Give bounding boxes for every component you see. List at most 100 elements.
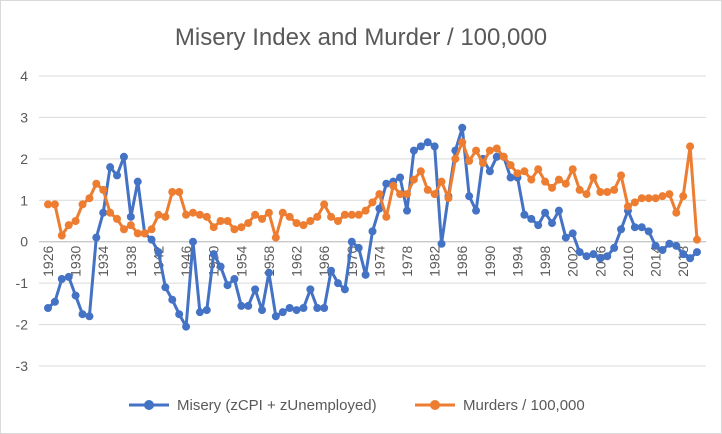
- series-2-point: [188, 208, 197, 217]
- legend-swatch-marker: [144, 400, 154, 410]
- y-tick-label: 4: [20, 68, 28, 84]
- series-1-point: [610, 243, 619, 252]
- series-1-point: [299, 304, 308, 312]
- series-2-point: [672, 208, 681, 217]
- y-tick-label: 3: [20, 109, 28, 125]
- series-2-point: [354, 210, 363, 219]
- series-2-point: [161, 212, 170, 221]
- series-2-point: [375, 190, 384, 199]
- series-2-point: [679, 192, 688, 201]
- series-1-point: [568, 229, 577, 238]
- series-1-point: [506, 173, 515, 182]
- series-2-point: [209, 223, 218, 232]
- series-2-point: [403, 190, 412, 199]
- series-2-point: [527, 175, 536, 184]
- series-2-point: [472, 146, 481, 155]
- series-1-point: [548, 219, 557, 228]
- series-2-point: [617, 171, 626, 180]
- series-2-point: [133, 229, 142, 238]
- series-1-point: [375, 204, 384, 213]
- series-1-point: [534, 221, 543, 230]
- series-1-point: [465, 192, 474, 201]
- y-tick-label: -1: [16, 275, 29, 291]
- series-1-point: [492, 152, 501, 161]
- series-2-point: [665, 190, 674, 199]
- series-1-point: [99, 208, 108, 217]
- series-2-point: [44, 200, 52, 209]
- series-2-point: [541, 177, 550, 186]
- series-1-point: [485, 167, 494, 176]
- series-1-point: [596, 254, 605, 263]
- series-1-point: [333, 279, 342, 288]
- x-tick-label: 1958: [261, 246, 277, 277]
- series-1-point: [182, 322, 191, 331]
- series-2-point: [382, 212, 391, 221]
- x-tick-label: 2018: [675, 246, 691, 277]
- legend-swatch-marker: [430, 400, 440, 410]
- series-2-point: [85, 194, 94, 203]
- series-1-point: [430, 142, 439, 151]
- series-2-point: [492, 144, 501, 153]
- series-1-point: [617, 225, 626, 234]
- series-line-1: [46, 126, 699, 329]
- series-2-point: [285, 212, 294, 221]
- series-2-point: [99, 185, 108, 194]
- series-2-point: [92, 179, 101, 188]
- x-tick-label: 1930: [68, 246, 84, 277]
- series-2-point: [548, 183, 557, 192]
- series-2-point: [126, 221, 135, 230]
- series-1-point: [589, 250, 598, 259]
- series-2-point: [444, 194, 453, 203]
- series-2-point: [251, 210, 260, 219]
- series-1-point: [64, 272, 73, 281]
- series-1-point: [251, 285, 260, 294]
- series-1-point: [679, 250, 688, 259]
- legend: Misery (zCPI + zUnemployed) Murders / 100…: [129, 397, 585, 414]
- series-1-point: [92, 233, 101, 242]
- series-1-point: [409, 146, 418, 155]
- series-2-point: [195, 210, 204, 219]
- series-1-point: [665, 239, 674, 248]
- series-1-point: [561, 233, 570, 242]
- series-1-point: [202, 306, 211, 315]
- series-1-point: [78, 310, 87, 319]
- series-1-point: [306, 285, 315, 294]
- series-1-point: [175, 310, 184, 319]
- series-2-point: [347, 210, 356, 219]
- y-tick-label: -2: [16, 317, 29, 333]
- series-layer: [44, 123, 701, 331]
- series-1-point: [133, 177, 142, 186]
- series-2-point: [485, 146, 494, 155]
- series-2-point: [320, 200, 329, 209]
- series-1-point: [119, 152, 128, 161]
- series-1-point: [672, 241, 681, 250]
- series-1-point: [313, 304, 322, 312]
- series-1-point: [396, 173, 405, 182]
- series-2-point: [168, 188, 177, 196]
- series-1-point: [292, 306, 301, 315]
- series-1-point: [237, 301, 246, 310]
- series-1-point: [686, 254, 695, 263]
- series-1-point: [527, 214, 536, 223]
- series-1-point: [416, 142, 425, 151]
- series-2-point: [368, 198, 377, 207]
- series-2-point: [651, 194, 660, 203]
- x-tick-label: 1974: [371, 246, 387, 277]
- gridlines: [39, 75, 706, 367]
- series-1-point: [50, 297, 59, 306]
- series-2-point: [644, 194, 653, 203]
- y-tick-label: 2: [20, 151, 28, 167]
- x-tick-label: 1962: [289, 246, 305, 277]
- series-2-point: [506, 161, 515, 170]
- series-2-point: [327, 212, 336, 221]
- series-2-point: [78, 200, 87, 209]
- series-2-point: [216, 217, 225, 225]
- series-2-point: [64, 221, 73, 230]
- series-2-point: [306, 217, 315, 225]
- series-1-point: [44, 304, 52, 312]
- series-1-point: [71, 291, 80, 300]
- series-2-point: [396, 190, 405, 199]
- series-1-point: [458, 123, 467, 132]
- x-tick-label: 1982: [427, 246, 443, 277]
